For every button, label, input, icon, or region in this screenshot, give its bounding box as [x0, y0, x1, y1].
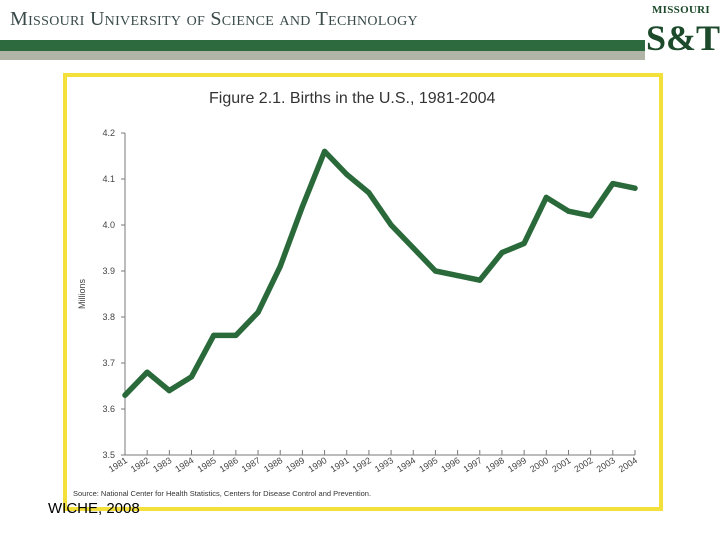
chart-source: Source: National Center for Health Stati… [73, 489, 371, 498]
x-tick-label: 2003 [595, 455, 617, 474]
logo-main-text: S&T [646, 18, 720, 58]
logo-top-text: MISSOURI [651, 4, 711, 16]
x-tick-label: 1992 [351, 455, 373, 474]
data-point [277, 263, 283, 269]
y-tick-label: 3.7 [102, 358, 115, 368]
data-point [211, 332, 217, 338]
data-point [255, 309, 261, 315]
data-point [321, 148, 328, 154]
y-tick-label: 4.0 [102, 220, 115, 230]
header-title: Missouri University of Science and Techn… [10, 8, 418, 30]
y-tick-label: 4.2 [102, 128, 115, 138]
chart-title: Figure 2.1. Births in the U.S., 1981-200… [209, 90, 495, 107]
data-point [344, 171, 350, 177]
data-point [144, 369, 150, 375]
births-series-line [122, 148, 638, 398]
y-tick-label: 3.6 [102, 404, 115, 414]
header-bar-light [0, 51, 645, 60]
x-tick-label: 1987 [240, 455, 262, 474]
data-point [521, 240, 527, 246]
data-point [632, 185, 638, 191]
data-point [455, 273, 461, 279]
x-tick-label: 1985 [195, 455, 217, 474]
data-point [588, 213, 594, 219]
data-point [499, 250, 505, 256]
data-point [366, 190, 372, 196]
x-tick-label: 2004 [617, 455, 639, 474]
x-tick-label: 1988 [262, 455, 284, 474]
x-tick-label: 1998 [484, 455, 506, 474]
data-point [388, 222, 394, 228]
university-logo: MISSOURI S&T [646, 4, 720, 62]
figure-frame: Figure 2.1. Births in the U.S., 1981-200… [63, 73, 663, 511]
data-point [233, 332, 239, 338]
x-tick-label: 1990 [306, 455, 328, 474]
x-tick-label: 1982 [129, 455, 151, 474]
data-point [188, 374, 195, 380]
x-tick-label: 1997 [462, 455, 484, 474]
y-axis-title: Millions [77, 279, 87, 310]
x-tick-label: 1996 [439, 455, 461, 474]
x-tick-label: 2002 [572, 455, 594, 474]
x-tick-label: 1989 [284, 455, 306, 474]
y-tick-label: 3.8 [102, 312, 115, 322]
footer-credit: WICHE, 2008 [48, 500, 140, 517]
data-point [610, 181, 616, 187]
x-tick-label: 1995 [417, 455, 439, 474]
births-chart: Figure 2.1. Births in the U.S., 1981-200… [73, 90, 639, 498]
data-point [477, 277, 483, 283]
data-point [543, 194, 549, 200]
x-tick-label: 1991 [329, 455, 351, 474]
data-point [166, 388, 172, 394]
x-tick-label: 1983 [151, 455, 173, 474]
y-tick-label: 3.9 [102, 266, 115, 276]
x-tick-label: 1994 [395, 455, 417, 474]
y-tick-label: 3.5 [102, 450, 115, 460]
data-point [565, 208, 572, 214]
header-bar-dark [0, 40, 645, 51]
x-tick-label: 1986 [218, 455, 240, 474]
x-tick-label: 1999 [506, 455, 528, 474]
data-point [410, 245, 416, 251]
data-point [122, 392, 128, 398]
x-tick-label: 2001 [550, 455, 572, 474]
y-tick-label: 4.1 [102, 174, 115, 184]
data-point [432, 268, 439, 274]
x-tick-label: 1993 [373, 455, 395, 474]
x-tick-label: 2000 [528, 455, 550, 474]
x-tick-label: 1984 [173, 455, 195, 474]
data-point [299, 204, 305, 210]
